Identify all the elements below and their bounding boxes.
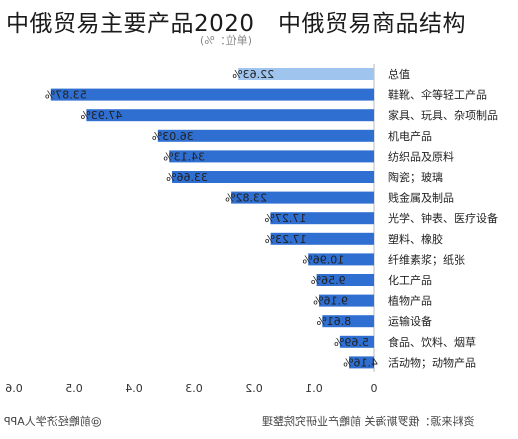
category-label-7: 光学、钟表、医疗设备: [388, 211, 498, 225]
bar-6: [231, 191, 374, 204]
category-label-10: 化工产品: [388, 273, 432, 287]
bar-5: [172, 171, 374, 183]
footer-source-app: @前瞻经济学人APP: [4, 415, 102, 428]
category-label-4: 纺织品及原料: [388, 149, 454, 163]
category-label-11: 植物产品: [388, 294, 432, 308]
value-label-11: 9.16%: [313, 295, 348, 308]
value-label-14: 4.16%: [343, 356, 378, 369]
value-label-1: 53.87%: [45, 89, 87, 102]
x-tick-label-0: 0.6: [5, 382, 23, 395]
x-tick-label-2: 0.4: [125, 382, 143, 395]
value-label-4: 34.13%: [163, 150, 205, 163]
category-label-5: 陶瓷；玻璃: [388, 170, 443, 184]
footer-source-note: 资料来源：俄罗斯海关 前瞻产业研究院整理: [262, 415, 475, 428]
category-label-2: 家具、玩具、杂项制品: [388, 108, 498, 122]
value-label-3: 36.03%: [152, 130, 194, 143]
bar-13: [339, 335, 374, 348]
category-label-13: 食品、饮料、烟草: [388, 335, 476, 349]
bar-12: [322, 315, 374, 328]
bar-8: [270, 232, 374, 245]
category-label-0: 总值: [388, 67, 410, 81]
value-label-2: 47.93%: [80, 109, 122, 122]
x-tick-label-3: 0.3: [185, 382, 203, 395]
value-label-9: 10.96%: [302, 253, 344, 266]
bar-1: [50, 88, 374, 101]
bar-7: [270, 212, 374, 225]
x-tick-label-5: 0.1: [305, 382, 323, 395]
value-label-13: 5.69%: [334, 336, 369, 349]
value-label-0: 22.63%: [232, 68, 274, 81]
x-tick-label-6: 0: [371, 382, 378, 395]
category-label-9: 纤维素浆；纸张: [388, 252, 465, 266]
category-label-8: 塑料、橡胶: [388, 232, 443, 246]
category-label-1: 鞋靴、伞等轻工产品: [388, 88, 487, 102]
value-label-6: 23.82%: [225, 192, 267, 205]
category-label-14: 活动物；动物产品: [388, 355, 476, 369]
value-label-10: 9.56%: [311, 274, 346, 287]
category-label-6: 贱金属及制品: [388, 191, 454, 205]
bar-0: [238, 68, 374, 80]
x-tick-label-4: 0.2: [245, 382, 263, 395]
category-label-3: 机电产品: [388, 129, 432, 143]
value-label-5: 33.66%: [166, 171, 208, 184]
bar-9: [308, 253, 374, 266]
x-tick-label-1: 0.5: [65, 382, 83, 395]
bar-11: [319, 294, 374, 307]
bar-4: [169, 150, 374, 163]
category-label-12: 运输设备: [388, 314, 432, 328]
bar-3: [157, 129, 374, 142]
bar-14: [349, 356, 374, 369]
value-label-8: 17.23%: [265, 233, 307, 246]
bar-10: [316, 274, 374, 286]
value-label-7: 17.27%: [264, 212, 306, 225]
chart-title: 中俄贸易主要产品2020 中俄贸易商品结构: [6, 11, 467, 37]
value-label-12: 8.61%: [316, 315, 351, 328]
bar-2: [86, 109, 375, 122]
